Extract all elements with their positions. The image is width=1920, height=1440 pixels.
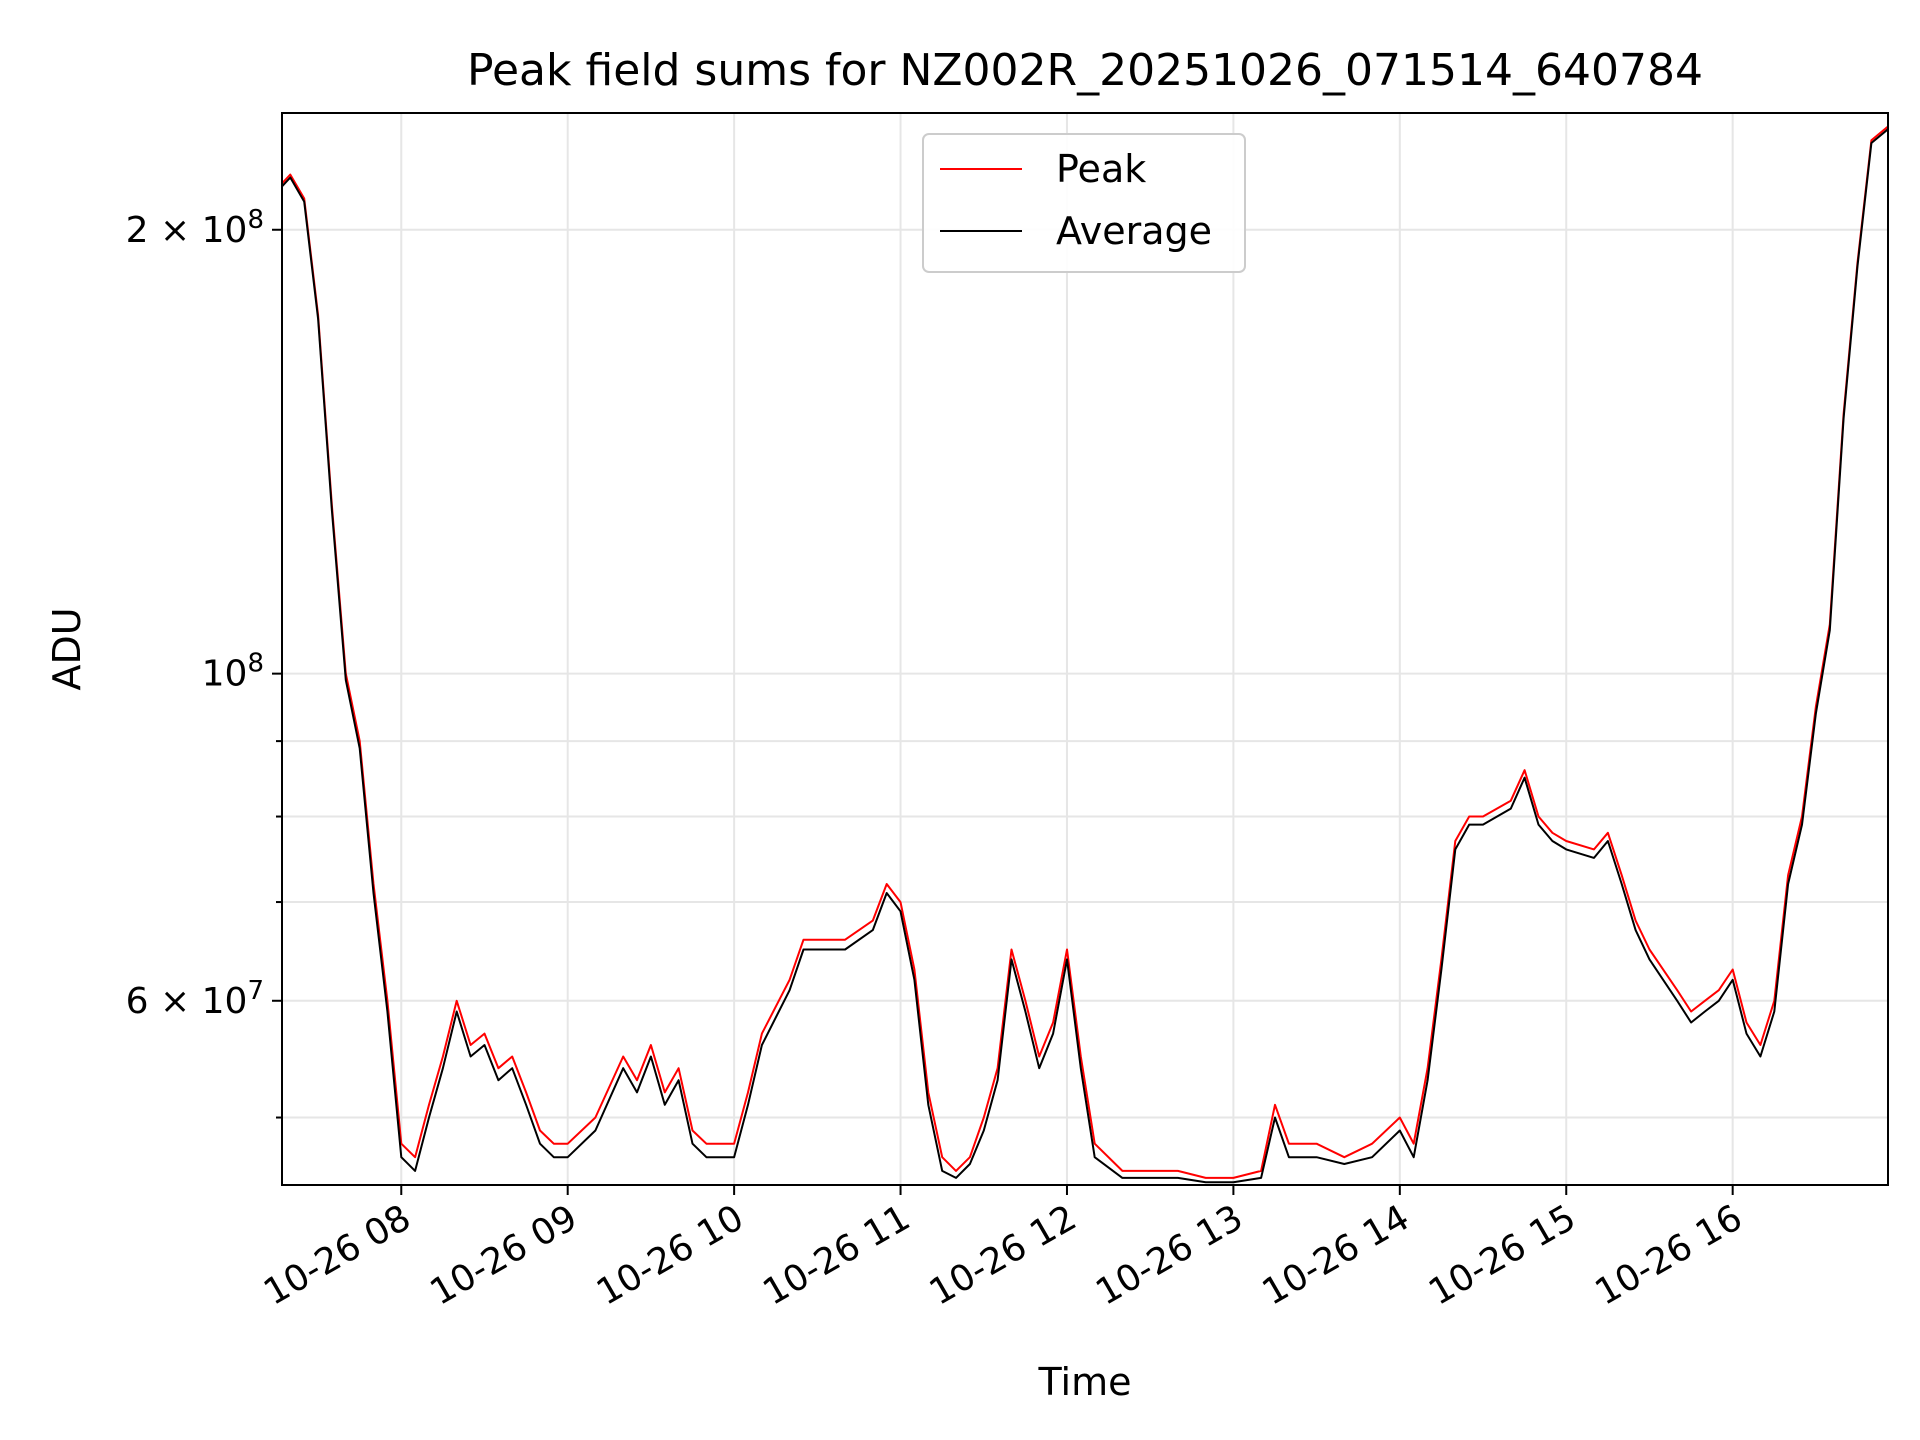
legend-label-peak: Peak (1056, 147, 1146, 191)
y-axis-label: ADU (45, 607, 89, 690)
legend-label-average: Average (1056, 209, 1212, 253)
series-line-average (281, 128, 1889, 1184)
grid-lines (282, 113, 1888, 1185)
y-tick-label: 6 × 107 (126, 976, 264, 1022)
series-line-peak (281, 125, 1889, 1179)
y-tick-label: 108 (202, 649, 264, 695)
y-tick-label: 2 × 108 (126, 205, 264, 251)
chart-title: Peak field sums for NZ002R_20251026_0715… (467, 45, 1703, 96)
legend: Peak Average (922, 133, 1246, 273)
y-axis-ticks: 6 × 107 108 2 × 108 (126, 205, 282, 1119)
axes-frame (281, 112, 1889, 1186)
plot-area (281, 125, 1889, 1184)
x-axis-label: Time (1038, 1360, 1132, 1404)
